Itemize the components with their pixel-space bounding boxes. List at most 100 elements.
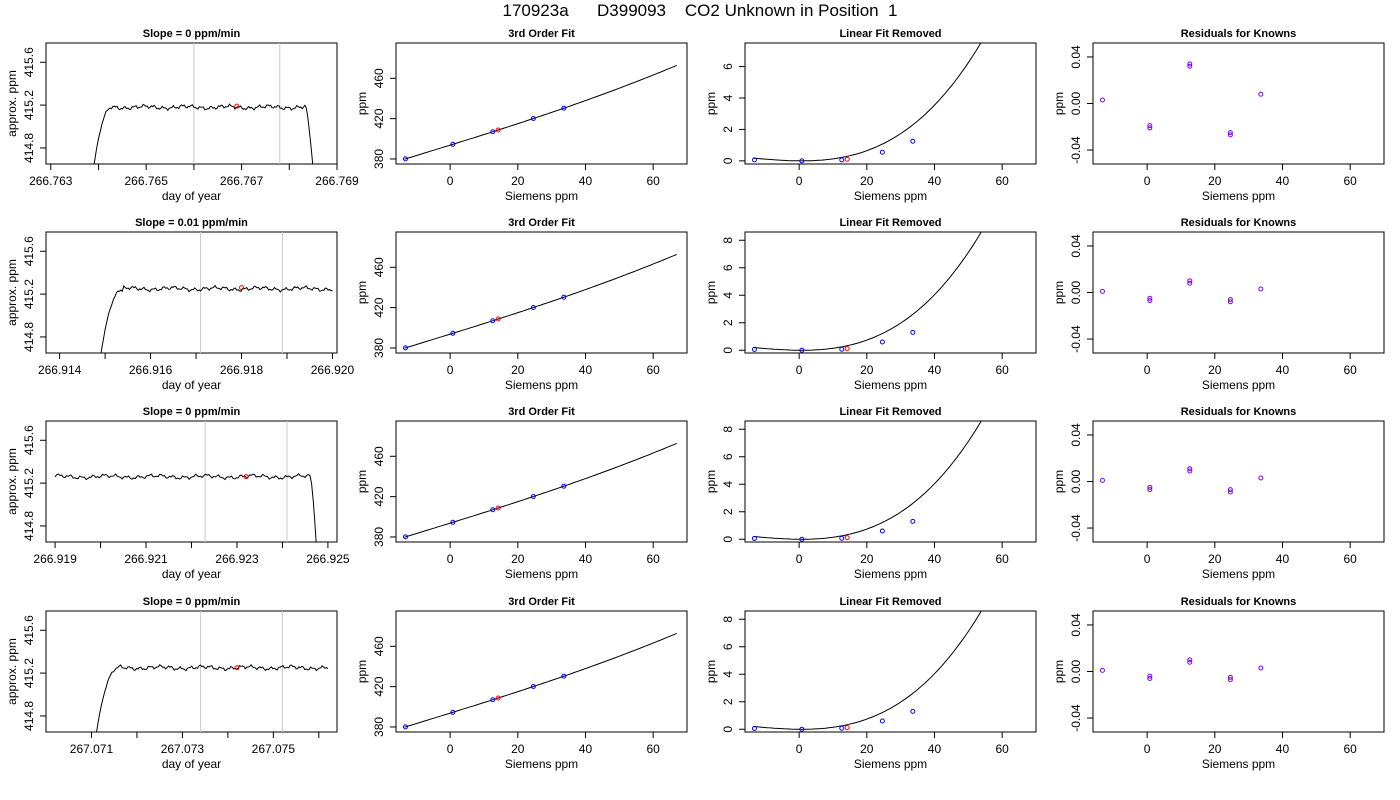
x-tick-label: 60 <box>995 363 1009 377</box>
known-standard-point <box>839 725 845 731</box>
nonlinear-residual-curve <box>753 421 982 540</box>
residual-point <box>1099 477 1105 483</box>
x-tick-label: 266.923 <box>215 552 259 566</box>
known-standard-point <box>450 141 456 147</box>
y-tick-label: 0 <box>721 157 735 164</box>
plot-frame <box>744 231 1037 354</box>
plot-frame <box>395 42 688 165</box>
y-tick-label: 415.2 <box>22 468 36 498</box>
x-tick-label: 40 <box>1276 363 1290 377</box>
x-tick-label: 60 <box>995 552 1009 566</box>
plot-area <box>751 43 982 164</box>
x-tick-label: 20 <box>860 174 874 188</box>
residual-point <box>1187 659 1193 665</box>
panel-title: 3rd Order Fit <box>508 217 575 229</box>
plot-area <box>1099 278 1264 305</box>
y-tick-label: 415.2 <box>22 90 36 120</box>
residual-point <box>1227 487 1233 493</box>
y-axis-label: ppm <box>704 660 718 683</box>
panel-r3-c2: 3rd Order Fit Siemens ppm ppm 0 20 40 60 380 420… <box>355 406 688 581</box>
known-standard-point <box>530 684 536 690</box>
x-tick-label: 0 <box>447 742 454 756</box>
known-standard-point <box>490 129 496 135</box>
panel-title: Residuals for Knowns <box>1181 28 1297 40</box>
plot-frame <box>45 42 338 165</box>
x-tick-label: 266.769 <box>315 174 359 188</box>
x-tick-label: 60 <box>646 174 660 188</box>
x-tick-label: 0 <box>447 363 454 377</box>
x-tick-label: 0 <box>447 174 454 188</box>
known-standard-point <box>910 138 916 144</box>
x-tick-label: 20 <box>511 552 525 566</box>
panel-r3-c3: Linear Fit Removed Siemens ppm ppm 0 20 40 60 0… <box>704 406 1037 581</box>
known-standard-point <box>402 534 408 540</box>
x-tick-label: 0 <box>1144 174 1151 188</box>
y-tick-label: 2 <box>721 126 735 133</box>
known-standard-point <box>910 518 916 524</box>
y-axis-label: ppm <box>704 281 718 304</box>
y-tick-label: 6 <box>721 453 735 460</box>
known-standard-point <box>490 697 496 703</box>
residual-point <box>1258 91 1264 97</box>
plot-area <box>96 611 329 732</box>
panel-title: Linear Fit Removed <box>839 406 941 418</box>
x-tick-label: 20 <box>860 742 874 756</box>
fit-curve <box>404 253 677 349</box>
y-tick-label: 415.2 <box>22 279 36 309</box>
y-tick-label: 0.00 <box>1069 659 1083 683</box>
known-standard-point <box>879 339 885 345</box>
plot-frame <box>395 231 688 354</box>
residual-point <box>1187 466 1193 472</box>
panel-r1-c4: Residuals for Knowns Siemens ppm ppm 0 20 40 6… <box>1052 28 1385 203</box>
x-tick-label: 266.767 <box>220 174 264 188</box>
known-standard-point <box>879 718 885 724</box>
unknown-sample-point <box>844 725 850 731</box>
residual-point <box>1187 468 1193 474</box>
y-tick-label: 0 <box>721 726 735 733</box>
panel-title: Linear Fit Removed <box>839 28 941 40</box>
x-axis-label: Siemens ppm <box>854 378 927 392</box>
known-standard-point <box>561 483 567 489</box>
x-axis-label: Siemens ppm <box>505 757 578 771</box>
y-tick-label: 2 <box>721 698 735 705</box>
y-tick-label: 460 <box>372 446 386 466</box>
y-tick-label: 415.6 <box>22 47 36 77</box>
y-tick-label: 0 <box>721 347 735 354</box>
y-tick-label: 8 <box>721 237 735 244</box>
known-standard-point <box>799 536 805 542</box>
x-tick-label: 20 <box>860 552 874 566</box>
x-tick-label: 267.073 <box>161 742 205 756</box>
plot-area <box>402 442 677 540</box>
known-standard-point <box>402 724 408 730</box>
x-tick-label: 40 <box>579 174 593 188</box>
y-tick-label: 6 <box>721 264 735 271</box>
x-tick-label: 40 <box>579 552 593 566</box>
known-standard-point <box>879 149 885 155</box>
plot-area <box>93 43 314 164</box>
y-tick-label: 460 <box>372 636 386 656</box>
panel-title: 3rd Order Fit <box>508 28 575 40</box>
x-axis-label: Siemens ppm <box>1202 757 1275 771</box>
y-tick-label: 0.04 <box>1069 423 1083 447</box>
panel-r4-c4: Residuals for Knowns Siemens ppm ppm 0 20 40 6… <box>1052 596 1385 771</box>
plot-frame <box>1092 420 1385 543</box>
x-axis-label: Siemens ppm <box>1202 189 1275 203</box>
x-axis-label: day of year <box>162 567 221 581</box>
residual-point <box>1227 489 1233 495</box>
y-tick-label: 0.00 <box>1069 469 1083 493</box>
y-tick-label: 4 <box>721 671 735 678</box>
x-tick-label: 0 <box>796 363 803 377</box>
y-tick-label: 0.04 <box>1069 45 1083 69</box>
y-axis-label: ppm <box>1052 660 1066 683</box>
x-tick-label: 60 <box>1343 552 1357 566</box>
residual-point <box>1187 280 1193 286</box>
plot-frame <box>45 610 338 733</box>
known-standard-point <box>839 157 845 163</box>
unknown-sample-point <box>495 505 501 511</box>
known-standard-point <box>490 318 496 324</box>
y-tick-label: -0.04 <box>1069 704 1083 732</box>
x-axis-label: Siemens ppm <box>505 378 578 392</box>
y-tick-label: 415.6 <box>22 615 36 645</box>
known-standard-point <box>839 346 845 352</box>
